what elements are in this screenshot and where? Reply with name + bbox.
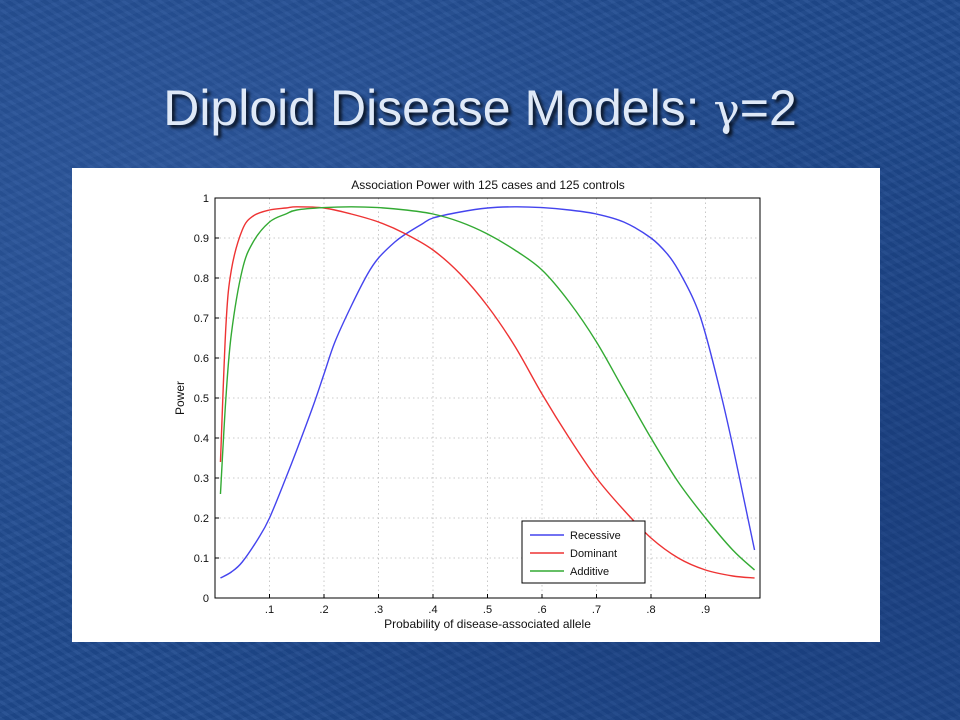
plot-frame [214,197,761,599]
y-tick-label: 1 [203,193,209,205]
y-tick-label: 0.6 [194,353,209,365]
x-tick-label: .8 [646,604,655,616]
power-chart: Association Power with 125 cases and 125… [173,178,761,631]
y-tick-label: 0.8 [194,273,209,285]
y-tick-label: 0.4 [194,433,209,445]
x-axis-label: Probability of disease-associated allele [384,617,591,631]
x-tick-label: .1 [265,604,274,616]
series-line-dominant [219,206,755,579]
legend-label-dominant: Dominant [570,548,617,560]
series-line-recessive [220,206,756,579]
x-tick-label: .3 [374,604,383,616]
x-tick-label: .2 [319,604,328,616]
y-tick-label: 0 [203,593,209,605]
y-tick-label: 0.1 [194,553,209,565]
x-tick-label: .4 [428,604,437,616]
x-tick-label: .9 [701,604,710,616]
y-axis-label: Power [173,381,187,415]
x-tick-label: .7 [592,604,601,616]
x-tick-label: .5 [483,604,492,616]
ticks-layer: .1 .2 .3 .4 .5 .6 .7 .8 .9 0 0.1 0.2 0.3 0.4 0.5 0.6 0.7… [194,193,710,616]
slide-title: Diploid Disease Models: γ=2 [0,78,960,141]
series-line-additive [219,206,756,571]
slide-title-gamma: γ [713,85,740,136]
chart-title: Association Power with 125 cases and 125… [351,178,625,192]
slide-title-main: Diploid Disease Models: [163,80,714,136]
y-tick-label: 0.2 [194,513,209,525]
chart-legend: Recessive Dominant Additive [521,520,646,584]
chart-panel: Association Power with 125 cases and 125… [72,168,880,642]
grid-layer [215,198,760,598]
x-tick-label: .6 [537,604,546,616]
y-tick-label: 0.5 [194,393,209,405]
y-tick-label: 0.7 [194,313,209,325]
legend-label-recessive: Recessive [570,530,621,542]
y-tick-label: 0.3 [194,473,209,485]
series-layer [219,206,756,579]
slide-title-suffix: =2 [739,80,797,136]
legend-label-additive: Additive [570,566,609,578]
y-tick-label: 0.9 [194,233,209,245]
legend-box [521,520,646,584]
